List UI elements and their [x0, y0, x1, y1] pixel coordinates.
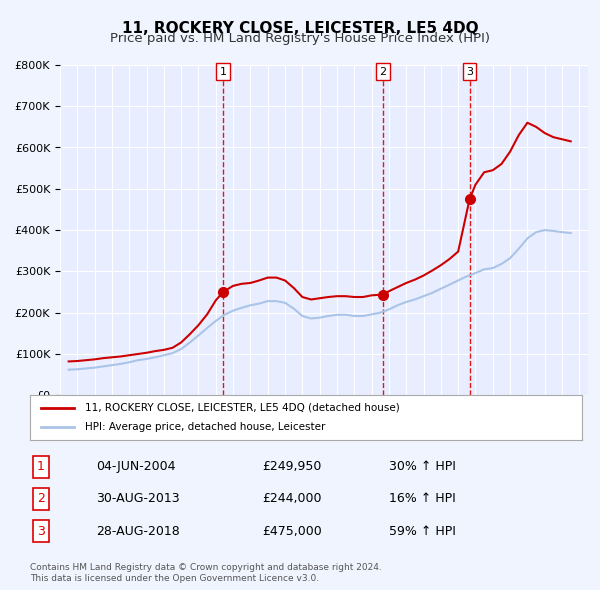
Text: 30-AUG-2013: 30-AUG-2013: [96, 493, 180, 506]
Text: 3: 3: [466, 67, 473, 77]
Text: Contains HM Land Registry data © Crown copyright and database right 2024.
This d: Contains HM Land Registry data © Crown c…: [30, 563, 382, 583]
Text: 30% ↑ HPI: 30% ↑ HPI: [389, 460, 455, 473]
Text: 2: 2: [37, 493, 45, 506]
Text: 28-AUG-2018: 28-AUG-2018: [96, 525, 180, 537]
Text: Price paid vs. HM Land Registry's House Price Index (HPI): Price paid vs. HM Land Registry's House …: [110, 32, 490, 45]
Text: 04-JUN-2004: 04-JUN-2004: [96, 460, 176, 473]
Text: £249,950: £249,950: [262, 460, 321, 473]
Text: 11, ROCKERY CLOSE, LEICESTER, LE5 4DQ (detached house): 11, ROCKERY CLOSE, LEICESTER, LE5 4DQ (d…: [85, 403, 400, 412]
Text: 1: 1: [220, 67, 227, 77]
Text: HPI: Average price, detached house, Leicester: HPI: Average price, detached house, Leic…: [85, 422, 326, 432]
Text: 16% ↑ HPI: 16% ↑ HPI: [389, 493, 455, 506]
Text: 2: 2: [379, 67, 386, 77]
Text: 1: 1: [37, 460, 45, 473]
Text: £244,000: £244,000: [262, 493, 322, 506]
Text: 3: 3: [37, 525, 45, 537]
Text: 59% ↑ HPI: 59% ↑ HPI: [389, 525, 455, 537]
Text: 11, ROCKERY CLOSE, LEICESTER, LE5 4DQ: 11, ROCKERY CLOSE, LEICESTER, LE5 4DQ: [122, 21, 478, 35]
Text: £475,000: £475,000: [262, 525, 322, 537]
